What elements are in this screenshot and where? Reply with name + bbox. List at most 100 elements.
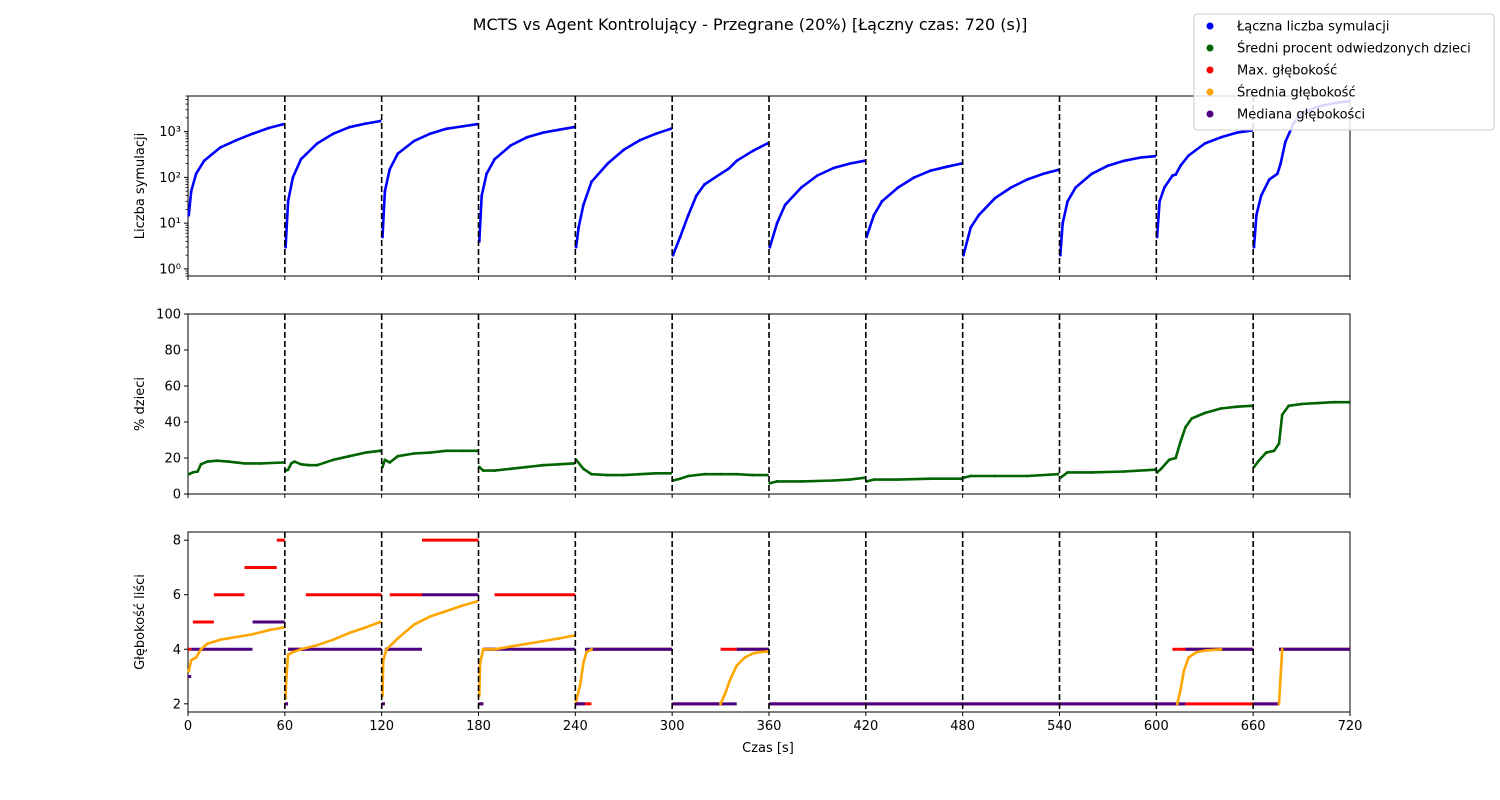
data-point-mean bbox=[728, 677, 732, 681]
data-point-mean bbox=[428, 615, 432, 618]
chart-title: MCTS vs Agent Kontrolujący - Przegrane (… bbox=[473, 15, 1028, 34]
legend-marker bbox=[1206, 44, 1214, 52]
data-point-simulations bbox=[1138, 156, 1142, 160]
data-point-mean bbox=[574, 699, 578, 703]
data-point-simulations bbox=[485, 172, 488, 176]
data-point-children bbox=[765, 473, 769, 477]
data-point-simulations bbox=[475, 122, 479, 126]
data-point-mean bbox=[315, 643, 319, 647]
data-point-children bbox=[928, 477, 932, 481]
data-point-children bbox=[1159, 467, 1163, 471]
data-point-simulations bbox=[235, 138, 238, 142]
data-point-children bbox=[678, 477, 682, 481]
data-point-simulations bbox=[509, 143, 513, 147]
data-point-simulations bbox=[1163, 186, 1166, 189]
x-tick-label: 240 bbox=[563, 719, 588, 734]
data-point-children bbox=[1346, 400, 1350, 404]
data-point-mean bbox=[218, 638, 222, 642]
data-point-children bbox=[572, 462, 576, 465]
data-point-children bbox=[475, 449, 479, 453]
data-point-simulations bbox=[694, 194, 698, 197]
data-point-children bbox=[1203, 411, 1207, 415]
data-point-children bbox=[289, 462, 293, 465]
data-point-mean bbox=[381, 658, 385, 662]
data-point-children bbox=[383, 458, 387, 462]
data-point-children bbox=[1277, 442, 1281, 445]
data-point-children bbox=[1025, 474, 1029, 478]
data-point-simulations bbox=[194, 172, 198, 176]
data-point-mean bbox=[724, 691, 727, 695]
data-point-simulations bbox=[1066, 199, 1069, 203]
data-point-children bbox=[1287, 404, 1291, 408]
data-point-simulations bbox=[187, 213, 191, 217]
data-point-simulations bbox=[202, 159, 206, 163]
data-point-simulations bbox=[480, 194, 484, 197]
data-point-simulations bbox=[816, 174, 819, 177]
data-point-children bbox=[654, 471, 658, 475]
data-point-mean bbox=[582, 661, 585, 665]
y-tick-label: 20 bbox=[164, 452, 181, 467]
data-point-children bbox=[215, 459, 219, 463]
data-point-children bbox=[1300, 402, 1303, 406]
legend-entry-label: Mediana głębokości bbox=[1237, 108, 1365, 123]
data-point-children bbox=[396, 454, 400, 458]
data-point-mean bbox=[396, 636, 400, 640]
data-point-children bbox=[775, 480, 779, 483]
data-point-simulations bbox=[928, 169, 932, 173]
y-tick-label: 6 bbox=[173, 588, 181, 603]
y-tick-label: 60 bbox=[164, 380, 181, 395]
x-tick-label: 360 bbox=[757, 719, 782, 734]
data-point-children bbox=[638, 472, 642, 476]
data-point-children bbox=[541, 463, 545, 467]
data-point-children bbox=[1316, 401, 1320, 405]
x-axis-label: Czas [s] bbox=[742, 741, 794, 756]
data-point-simulations bbox=[1122, 159, 1126, 163]
data-point-simulations bbox=[912, 175, 916, 179]
data-point-children bbox=[872, 478, 876, 481]
data-point-children bbox=[590, 472, 593, 476]
legend-marker bbox=[1206, 88, 1214, 96]
series-line-children bbox=[574, 458, 672, 477]
x-tick-label: 420 bbox=[853, 719, 878, 734]
data-point-simulations bbox=[364, 122, 367, 125]
data-point-simulations bbox=[1252, 245, 1256, 249]
legend-marker bbox=[1206, 66, 1214, 74]
data-point-children bbox=[388, 461, 392, 464]
data-point-children bbox=[460, 449, 464, 453]
data-point-children bbox=[187, 472, 191, 476]
y-tick-label: 100 bbox=[156, 308, 181, 323]
data-point-simulations bbox=[1179, 164, 1182, 168]
data-point-simulations bbox=[727, 167, 731, 171]
data-point-mean bbox=[364, 626, 367, 629]
data-point-mean bbox=[187, 669, 191, 673]
data-point-simulations bbox=[735, 159, 739, 163]
data-point-simulations bbox=[388, 167, 392, 171]
data-point-simulations bbox=[378, 119, 382, 123]
data-point-mean bbox=[585, 650, 589, 654]
data-point-mean bbox=[481, 647, 485, 651]
series-line-mean bbox=[187, 626, 285, 673]
data-point-children bbox=[1332, 400, 1336, 404]
legend-entry-label: Średnia głębokość bbox=[1237, 85, 1356, 101]
data-point-simulations bbox=[218, 146, 222, 149]
data-point-children bbox=[1056, 472, 1060, 476]
data-point-children bbox=[493, 469, 497, 472]
data-point-children bbox=[686, 474, 690, 478]
data-point-simulations bbox=[281, 122, 285, 126]
legend-marker bbox=[1206, 110, 1214, 118]
data-point-children bbox=[768, 481, 772, 485]
data-point-mean bbox=[281, 626, 285, 629]
series-line-children bbox=[478, 462, 575, 472]
data-point-children bbox=[1153, 468, 1157, 472]
x-tick-label: 120 bbox=[369, 719, 394, 734]
data-point-children bbox=[751, 473, 755, 477]
data-point-simulations bbox=[590, 180, 593, 184]
data-point-simulations bbox=[848, 162, 852, 166]
data-point-simulations bbox=[412, 139, 416, 143]
data-point-mean bbox=[285, 675, 288, 678]
y-tick-label: 4 bbox=[173, 643, 181, 658]
y-axis-label-children: % dzieci bbox=[133, 377, 148, 431]
data-point-simulations bbox=[1267, 178, 1271, 181]
data-point-mean bbox=[347, 631, 351, 635]
data-point-children bbox=[969, 474, 973, 478]
